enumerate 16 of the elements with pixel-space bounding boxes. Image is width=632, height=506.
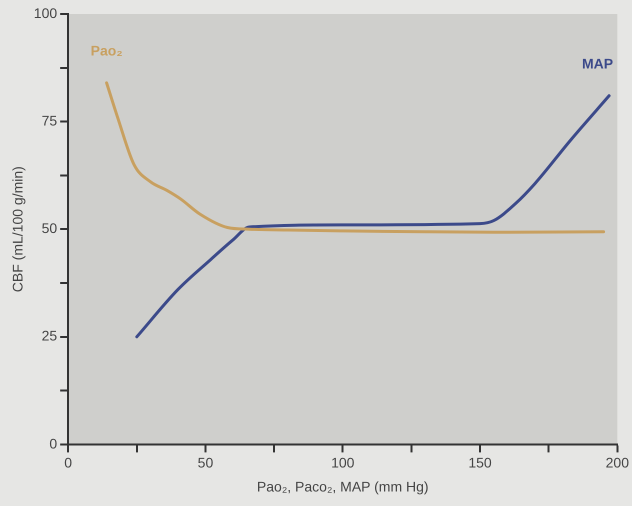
x-tick-label: 50 <box>198 454 214 471</box>
x-tick-label: 200 <box>606 454 630 471</box>
y-tick-label: 75 <box>42 112 58 128</box>
series-label: MAP <box>582 56 614 72</box>
y-tick-label: 0 <box>49 435 58 452</box>
x-tick-label: 0 <box>64 454 72 471</box>
y-tick-label: 50 <box>42 220 58 236</box>
x-tick-label: 100 <box>331 454 355 471</box>
text: Pao₂ <box>90 42 123 59</box>
y-tick-label: 100 <box>34 4 58 21</box>
x-tick-label: 150 <box>468 454 492 471</box>
y-tick-label: 25 <box>42 328 58 344</box>
line-series <box>135 94 611 338</box>
x-axis-title: Pao₂, Paco₂, MAP (mm Hg) <box>256 478 429 494</box>
line-series <box>105 81 606 234</box>
y-axis-title: CBF (mL/100 g/min) <box>9 166 26 292</box>
